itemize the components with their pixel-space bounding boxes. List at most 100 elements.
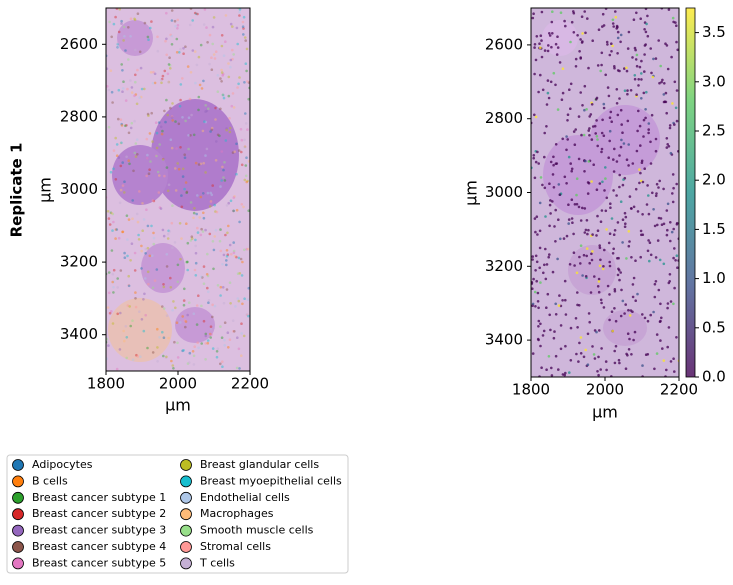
spot <box>566 119 569 122</box>
spot <box>136 220 140 224</box>
spot <box>633 46 637 50</box>
spot <box>221 263 224 266</box>
spot <box>231 25 234 28</box>
spot <box>247 286 250 290</box>
spot <box>162 234 166 238</box>
spot <box>114 15 117 19</box>
spot <box>209 200 213 204</box>
spot <box>579 244 583 247</box>
spot <box>609 202 612 205</box>
spot <box>612 189 615 192</box>
spot <box>647 239 650 242</box>
x-tick-label: 2200 <box>231 375 269 393</box>
spot <box>240 274 244 277</box>
spot <box>231 151 235 154</box>
spot <box>138 50 142 54</box>
spot <box>632 338 635 342</box>
spot <box>166 113 169 117</box>
spot <box>107 271 111 274</box>
spot <box>581 32 584 35</box>
spot <box>231 48 234 52</box>
spot <box>134 291 137 294</box>
spot <box>228 117 231 120</box>
spot <box>664 42 667 45</box>
spot <box>152 199 156 203</box>
spot <box>556 257 559 261</box>
row-label: Replicate 1 <box>8 143 26 238</box>
spot <box>232 330 235 333</box>
spot <box>590 180 593 183</box>
spot <box>179 83 183 86</box>
spot <box>549 212 552 215</box>
legend-label: Macrophages <box>200 507 274 520</box>
spot <box>136 12 140 15</box>
spot <box>537 325 540 328</box>
spot <box>238 272 242 275</box>
spot <box>554 354 558 358</box>
spot <box>237 256 241 260</box>
spot <box>106 210 110 213</box>
spot <box>133 18 137 22</box>
spot <box>574 317 578 320</box>
spot <box>216 347 220 351</box>
spot <box>176 18 179 22</box>
spot <box>186 241 190 245</box>
spot <box>122 39 125 42</box>
spot <box>583 84 587 88</box>
spot <box>584 348 587 352</box>
spot <box>608 260 611 264</box>
spot <box>604 177 607 180</box>
spot <box>587 181 591 185</box>
spot <box>232 249 236 253</box>
spot <box>112 220 115 224</box>
spot <box>628 337 631 341</box>
spot <box>232 106 236 109</box>
spot <box>550 374 554 377</box>
spot <box>247 81 250 84</box>
spot <box>580 15 584 18</box>
spot <box>167 80 170 84</box>
spot <box>565 234 569 238</box>
spot <box>241 25 245 29</box>
spot <box>145 208 148 211</box>
spot <box>146 224 150 228</box>
spot <box>621 241 624 244</box>
spot <box>543 186 547 190</box>
spot <box>579 219 583 222</box>
spot <box>231 92 235 95</box>
spot <box>641 313 644 316</box>
spot <box>659 339 662 342</box>
spot <box>152 236 156 240</box>
spot <box>616 257 619 260</box>
spot <box>661 347 664 350</box>
spot <box>210 126 214 130</box>
spot <box>620 138 623 142</box>
spot <box>639 17 642 21</box>
spot <box>616 25 619 29</box>
spot <box>535 260 539 264</box>
spot <box>586 232 589 236</box>
tissue-image <box>106 8 250 371</box>
spot <box>653 224 657 228</box>
spot <box>608 293 611 296</box>
spot <box>127 58 130 61</box>
spot <box>646 249 650 253</box>
spot <box>233 330 236 333</box>
spot <box>577 205 581 209</box>
spot <box>178 99 182 103</box>
spot <box>123 35 126 38</box>
spot <box>203 120 206 123</box>
spot <box>610 217 614 220</box>
spot <box>189 201 193 204</box>
spot <box>162 285 166 289</box>
spot <box>619 271 622 274</box>
spot <box>221 360 224 364</box>
spot <box>564 313 568 316</box>
spot <box>173 19 177 23</box>
spot <box>106 85 109 88</box>
spot <box>232 241 235 244</box>
spot <box>534 254 538 258</box>
spot <box>158 143 161 146</box>
spot <box>623 225 627 228</box>
spot <box>601 118 604 122</box>
